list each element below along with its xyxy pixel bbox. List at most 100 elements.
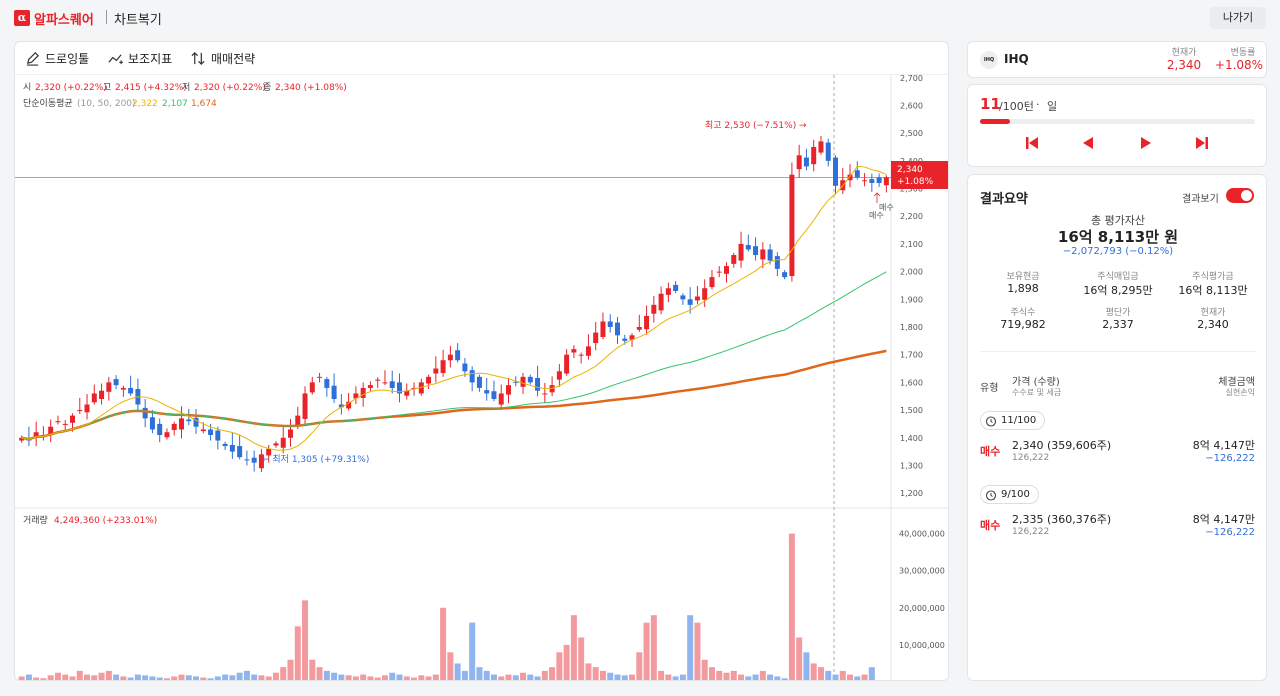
price-axis-label: 2,500 xyxy=(900,129,923,138)
volume-bar xyxy=(222,674,229,680)
volume-bar xyxy=(345,675,352,680)
price-axis-label: 1,400 xyxy=(900,434,923,443)
volume-bar xyxy=(440,607,447,680)
volume-bar xyxy=(40,678,47,680)
candle-body xyxy=(142,407,148,419)
candle-body xyxy=(222,443,228,447)
stock-info-card: IHQ IHQ 현재가 2,340 변동률 +1.08% xyxy=(967,41,1267,78)
volume-bar xyxy=(258,675,265,680)
price-axis-label: 1,200 xyxy=(900,489,923,498)
turn-dot: · xyxy=(1036,98,1040,111)
ohlc-close-label: 종 xyxy=(263,82,271,93)
volume-label: 거래량 xyxy=(23,514,48,526)
strategy-button[interactable]: 매매전략 xyxy=(191,50,255,67)
volume-bar xyxy=(825,670,832,680)
result-toggle[interactable] xyxy=(1226,188,1254,203)
volume-bar xyxy=(18,676,25,680)
pencil-icon xyxy=(26,52,39,66)
candle-body xyxy=(854,170,860,178)
candle-body xyxy=(331,385,337,399)
candle-body xyxy=(818,141,824,153)
candle-body xyxy=(382,382,388,384)
indicator-button[interactable]: 보조지표 xyxy=(108,50,172,67)
first-turn-icon[interactable] xyxy=(1025,136,1039,150)
candle-body xyxy=(106,382,112,392)
logo-icon: α xyxy=(14,10,30,26)
stock-name: IHQ xyxy=(1004,52,1029,66)
volume-bar xyxy=(25,674,32,680)
divider xyxy=(980,351,1256,352)
trade-amount: 8억 4,147만 xyxy=(1192,439,1255,452)
volume-bar xyxy=(294,626,301,680)
candle-body xyxy=(266,448,272,456)
volume-bar xyxy=(396,674,403,680)
volume-bar xyxy=(621,675,628,680)
candle-body xyxy=(731,255,737,264)
volume-bar xyxy=(134,674,141,680)
volume-bar xyxy=(403,676,410,680)
candle-body xyxy=(215,430,221,441)
indicator-label: 보조지표 xyxy=(128,52,173,66)
price-axis-label: 1,700 xyxy=(900,351,923,360)
candle-body xyxy=(673,284,679,291)
volume-bar xyxy=(854,676,861,680)
candle-body xyxy=(469,370,475,383)
volume-bar xyxy=(774,676,781,680)
volume-bar xyxy=(91,675,98,680)
volume-bar xyxy=(425,676,432,680)
volume-bar xyxy=(207,678,214,680)
candle-body xyxy=(847,174,853,181)
candle-body xyxy=(186,419,192,422)
volume-bar xyxy=(614,674,621,680)
volume-bar xyxy=(687,615,694,680)
candle-body xyxy=(484,390,490,394)
candle-body xyxy=(48,426,54,435)
candle-body xyxy=(229,444,235,452)
volume-bar xyxy=(229,675,236,680)
volume-axis-label: 20,000,000 xyxy=(899,604,945,613)
stat-label: 현재가 xyxy=(1200,308,1226,318)
candle-body xyxy=(825,142,831,161)
volume-bar xyxy=(592,667,599,680)
candle-body xyxy=(360,387,366,398)
volume-bar xyxy=(679,674,686,680)
exit-button[interactable]: 나가기 xyxy=(1210,7,1266,29)
volume-axis-label: 40,000,000 xyxy=(899,530,945,539)
drawing-tool-button[interactable]: 드로잉툴 xyxy=(25,50,89,67)
next-turn-icon[interactable] xyxy=(1139,136,1153,150)
candle-body xyxy=(433,368,439,374)
candle-body xyxy=(876,177,882,183)
stat-value: 1,898 xyxy=(1007,282,1039,295)
candle-body xyxy=(694,296,700,301)
drawing-tool-label: 드로잉툴 xyxy=(45,52,90,66)
candle-body xyxy=(55,421,61,423)
volume-bar xyxy=(599,670,606,680)
trade-fee: 126,222 xyxy=(1012,453,1050,463)
candle-body xyxy=(585,346,591,356)
volume-bar xyxy=(163,678,170,680)
col-price: 가격 (수량) xyxy=(1012,377,1060,388)
candle-body xyxy=(128,387,134,394)
volume-bar xyxy=(381,675,388,680)
volume-bar xyxy=(847,674,854,680)
sort-arrows-icon xyxy=(191,52,205,65)
volume-bar xyxy=(665,674,672,680)
volume-bar xyxy=(454,663,461,680)
candle-body xyxy=(506,385,511,395)
candle-body xyxy=(120,387,126,390)
volume-bar xyxy=(432,674,439,680)
candle-body xyxy=(353,393,359,399)
candle-body xyxy=(702,288,708,300)
price-axis-label: 1,300 xyxy=(900,461,923,470)
volume-bar xyxy=(54,672,61,680)
volume-bar xyxy=(352,676,359,680)
candle-body xyxy=(862,180,868,182)
last-turn-icon[interactable] xyxy=(1195,136,1209,150)
candlestick-chart[interactable]: 2,7002,6002,5002,4002,3002,2002,1002,000… xyxy=(15,75,949,681)
col-pl: 실현손익 xyxy=(1225,388,1255,397)
ohlc-high-label: 고 xyxy=(103,83,111,93)
prev-turn-icon[interactable] xyxy=(1081,136,1095,150)
volume-bar xyxy=(490,674,497,680)
volume-bar xyxy=(287,659,294,680)
candle-body xyxy=(745,245,751,250)
